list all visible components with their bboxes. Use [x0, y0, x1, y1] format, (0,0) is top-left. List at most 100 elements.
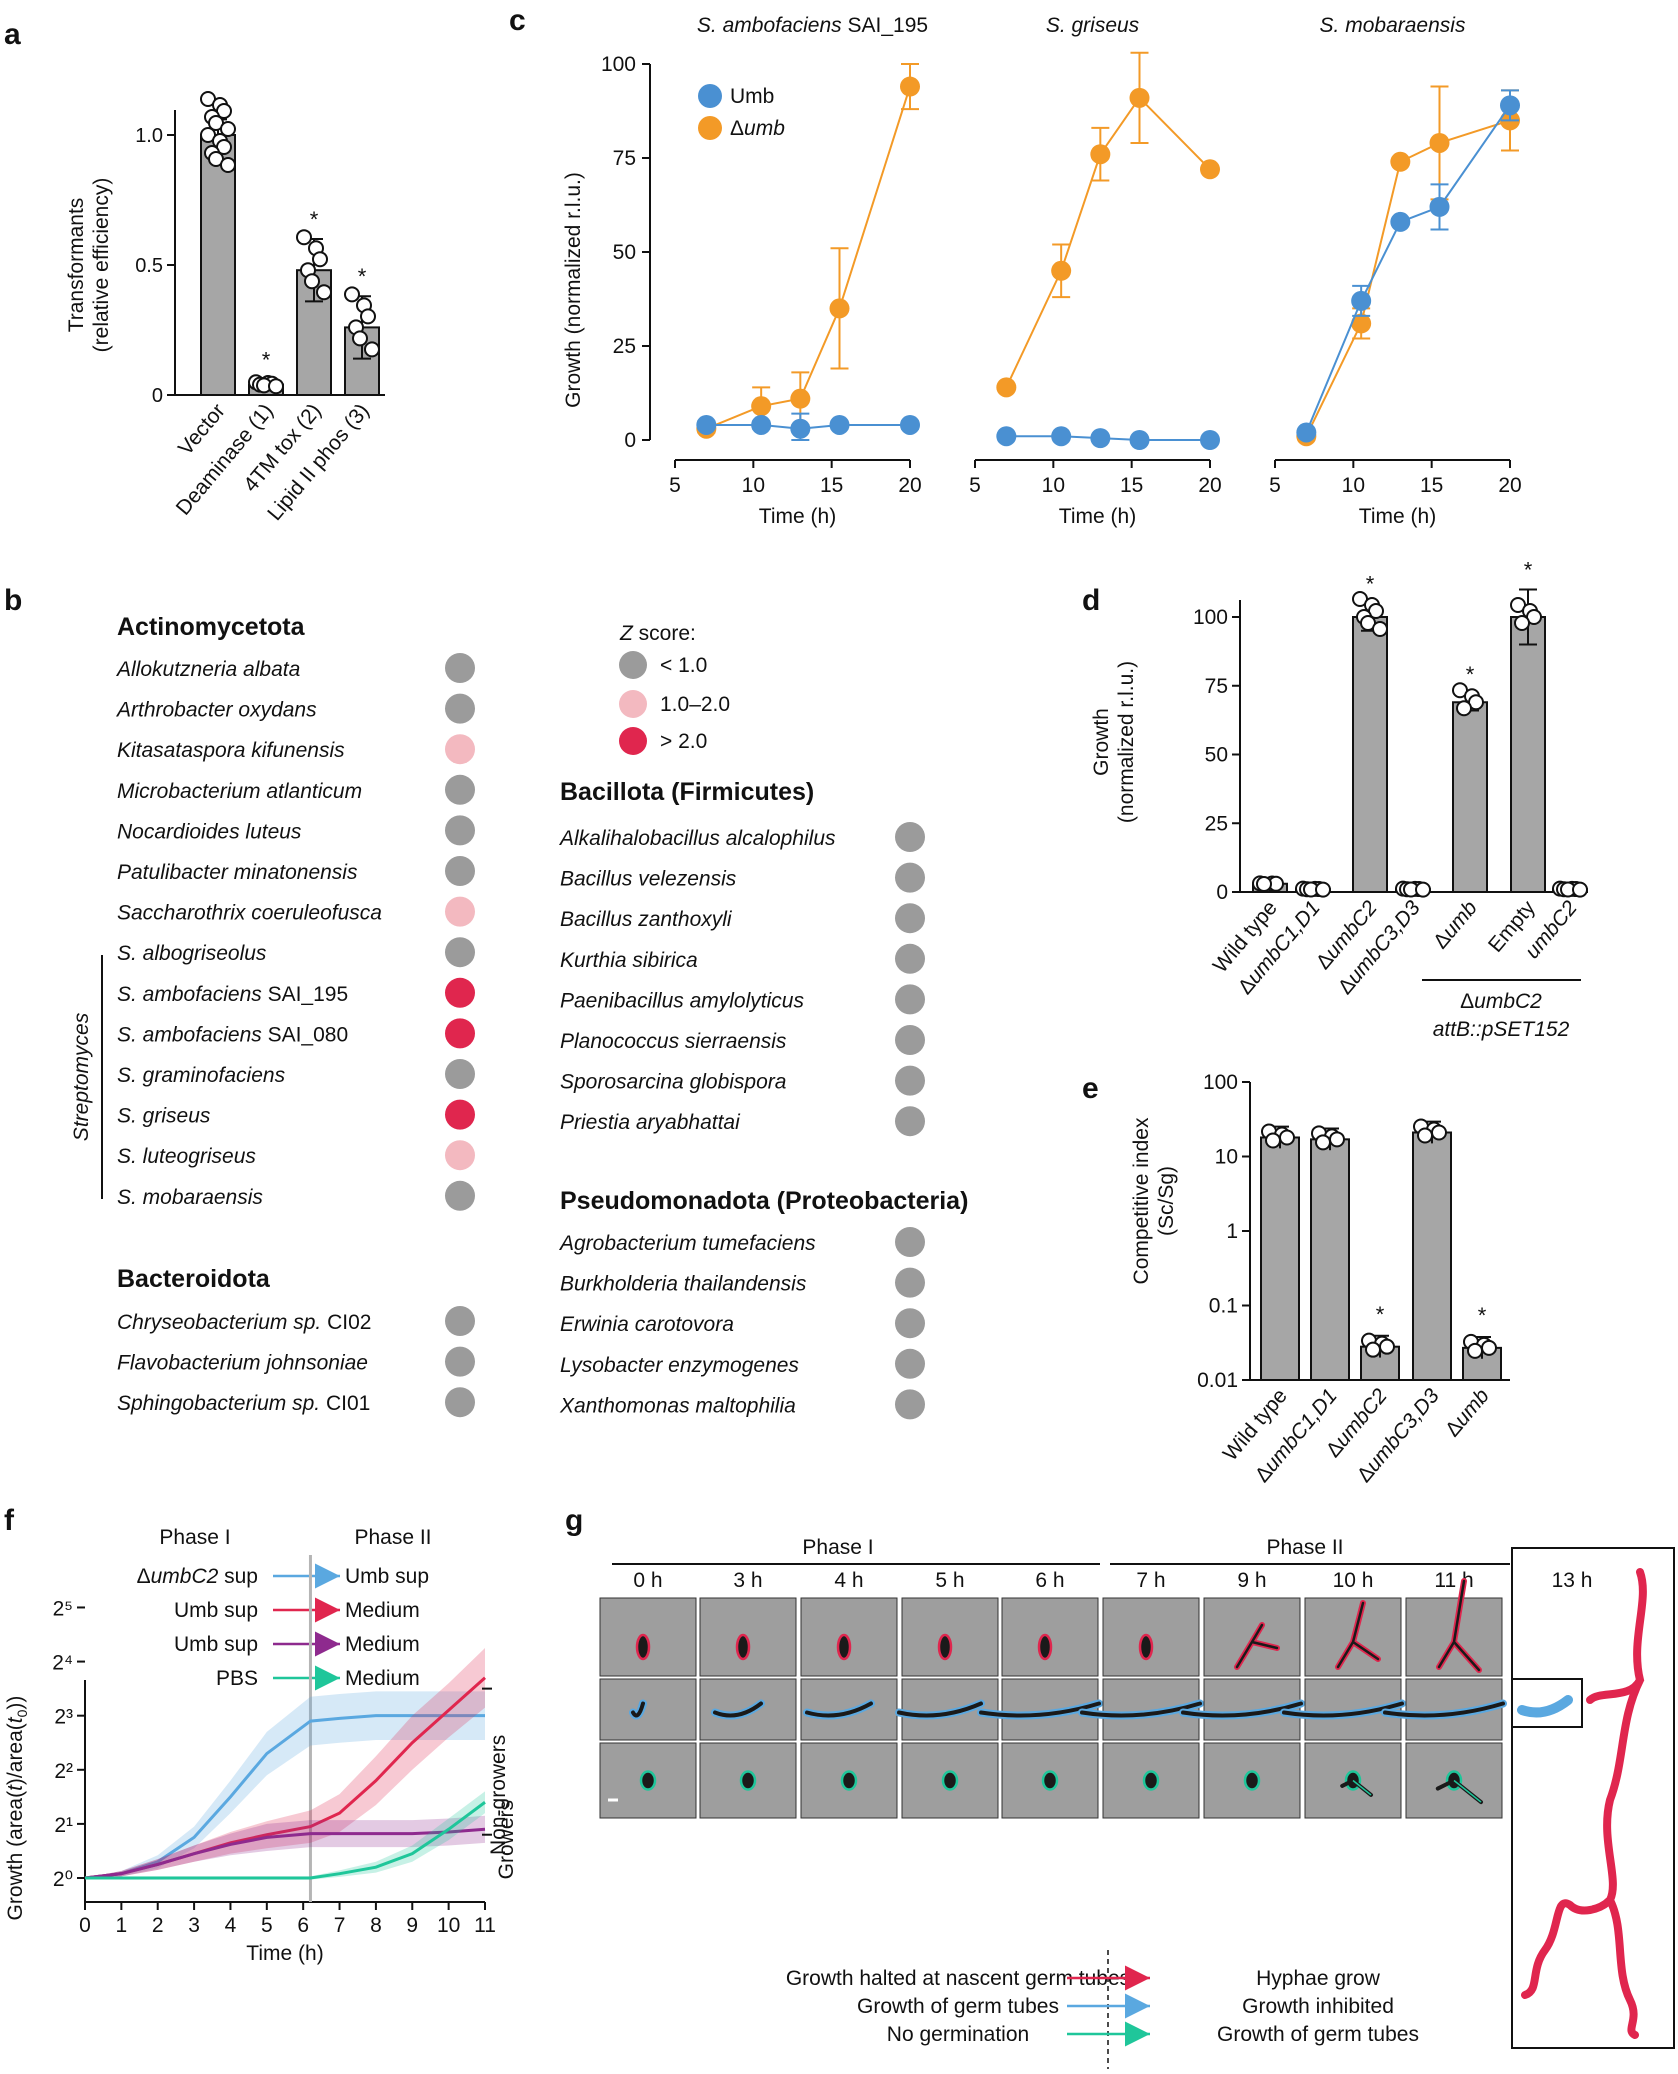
panel-c: Growth (normalized r.l.u.) 0 25 50 75 100 5 10…: [562, 14, 1522, 528]
c-point-umb: [900, 414, 920, 435]
panel-f: Phase I Phase II Growers Non-growers Gro…: [4, 1526, 518, 1965]
b-legend-dot-mid: [619, 690, 647, 718]
g-micrograph-red: [1203, 1597, 1301, 1677]
d-group-label: ΔumbC2: [1460, 990, 1542, 1013]
b-zscore-dot: [895, 862, 925, 893]
b-zscore-dot: [445, 1346, 475, 1377]
c-xtick-label: 15: [1420, 474, 1443, 497]
panel-d: Growth (normalized r.l.u.) ΔumbC2 attB::…: [1090, 558, 1588, 1041]
g-germ-outline: [1453, 1779, 1482, 1803]
b-zscore-dot: [895, 822, 925, 852]
e-ytick-label: 100: [1203, 1071, 1238, 1094]
b-species-label-part: Arthrobacter oxydans: [115, 699, 317, 722]
g-germ-tube-core: [979, 1701, 1101, 1718]
c-series-line-dumb: [1005, 96, 1211, 388]
b-species-label: Flavobacterium johnsoniae: [117, 1352, 368, 1375]
f-legend-left: Umb sup: [174, 1633, 258, 1656]
c-subplot-title-part: S. mobaraensis: [1320, 14, 1466, 37]
g-time-label: 10 h: [1333, 1569, 1374, 1592]
panel-g: Phase I Phase II 0 h 3 h 4 h 5 h 6 h 7 h 9 h 10…: [599, 1536, 1675, 2069]
f-ytick-label: 2³: [54, 1706, 73, 1729]
g-hypha-core: [1437, 1579, 1481, 1672]
b-species-label-part: Burkholderia thailandensis: [560, 1273, 807, 1296]
a-point: [312, 251, 328, 268]
b-zscore-dot: [445, 1059, 475, 1089]
c-xtick-label: 20: [1498, 474, 1521, 497]
g-legend-right: Hyphae grow: [1256, 1967, 1381, 1990]
f-legend-left-part: sup: [218, 1565, 258, 1588]
g-13h-hypha: [1521, 1568, 1647, 2039]
a-ylabel2: (relative efficiency): [90, 178, 113, 353]
panel-label-d: d: [1082, 584, 1100, 617]
f-legend-left: ΔumbC2 sup: [137, 1565, 258, 1588]
g-time-label: 6 h: [1035, 1569, 1064, 1592]
e-point: [1481, 1339, 1497, 1356]
c-xlabel: Time (h): [1359, 505, 1436, 528]
f-ytick-label: 2¹: [54, 1814, 73, 1837]
c-xtick-label: 20: [1198, 474, 1221, 497]
c-ylabel: Growth (normalized r.l.u.): [562, 172, 585, 408]
b-legend-title: Z score:: [619, 622, 696, 645]
b-zscore-dot: [445, 896, 475, 927]
c-point-umb: [1200, 430, 1220, 450]
b-species-label-part: S. ambofaciens: [117, 983, 262, 1006]
g-hypha-core: [1336, 1601, 1380, 1669]
f-series-line: [85, 1801, 486, 1880]
e-bar: [1310, 1138, 1350, 1381]
g-spore: [840, 1770, 858, 1791]
f-xtick-label: 8: [370, 1914, 382, 1937]
c-legend-dumb-part: Δ: [730, 117, 744, 140]
panel-label-f: f: [4, 1504, 15, 1537]
d-point: [1372, 621, 1388, 637]
c-point-umb: [1129, 430, 1150, 450]
f-xtick-label: 6: [297, 1914, 309, 1937]
e-point: [1315, 1134, 1331, 1151]
e-bar: [1412, 1131, 1452, 1381]
b-species-label: Sphingobacterium sp. CI01: [117, 1392, 370, 1415]
d-ytick-label: 0: [1216, 881, 1228, 904]
g-germ-tube-core: [897, 1701, 983, 1718]
e-point: [1265, 1132, 1281, 1149]
b-species-label-part: S. luteogriseus: [117, 1145, 256, 1168]
f-legend-left-part: PBS: [216, 1667, 258, 1690]
c-legend-umb: Umb: [730, 85, 774, 108]
f-phase1: Phase I: [159, 1526, 230, 1549]
b-species-label-part: SAI_080: [262, 1023, 348, 1046]
b-streptomyces-label: Streptomyces: [70, 1012, 93, 1141]
c-xtick-label: 15: [1120, 474, 1143, 497]
c-xtick-label: 10: [1342, 474, 1365, 497]
b-zscore-dot: [895, 1106, 925, 1137]
b-species-label: S. griseus: [117, 1105, 211, 1128]
b-species-label: Sporosarcina globispora: [560, 1071, 786, 1094]
b-species-label-part: Flavobacterium johnsoniae: [117, 1352, 368, 1375]
f-ytick-label: 2⁰: [53, 1868, 73, 1891]
c-point-umb: [1429, 196, 1450, 217]
panel-label-c: c: [509, 4, 526, 37]
c-point-dumb: [900, 76, 920, 97]
c-point-umb: [1090, 428, 1111, 449]
d-sig: *: [1524, 558, 1533, 583]
e-ytick-label: 0.1: [1209, 1295, 1238, 1318]
c-xtick-label: 10: [742, 474, 765, 497]
e-ytick-label: 0.01: [1197, 1369, 1238, 1392]
c-point-dumb: [1429, 132, 1450, 153]
f-ytick-label: 2⁴: [52, 1652, 73, 1675]
f-legend-left-part: Umb sup: [174, 1633, 258, 1656]
g-micrograph-red: [800, 1597, 898, 1677]
b-species-label-part: Nocardioides luteus: [117, 820, 302, 843]
f-xlabel: Time (h): [246, 1942, 323, 1965]
c-point-umb: [751, 414, 772, 435]
g-germ-tube-core: [1383, 1701, 1505, 1718]
c-point-dumb: [1129, 87, 1150, 108]
c-point-dumb: [1200, 159, 1220, 180]
f-ytick-label: 2⁵: [53, 1597, 73, 1620]
g-micrograph-red: [901, 1597, 999, 1677]
b-species-label-part: Bacillus zanthoxyli: [560, 908, 733, 931]
b-zscore-dot: [445, 1018, 475, 1049]
c-subplot-title-part: S. ambofaciens: [697, 14, 842, 37]
f-legend-left: PBS: [216, 1667, 258, 1690]
f-xtick-label: 11: [474, 1914, 496, 1937]
g-spore: [739, 1770, 757, 1791]
d-ytick-label: 50: [1205, 744, 1228, 767]
b-species-label-part: Priestia aryabhattai: [560, 1111, 741, 1134]
